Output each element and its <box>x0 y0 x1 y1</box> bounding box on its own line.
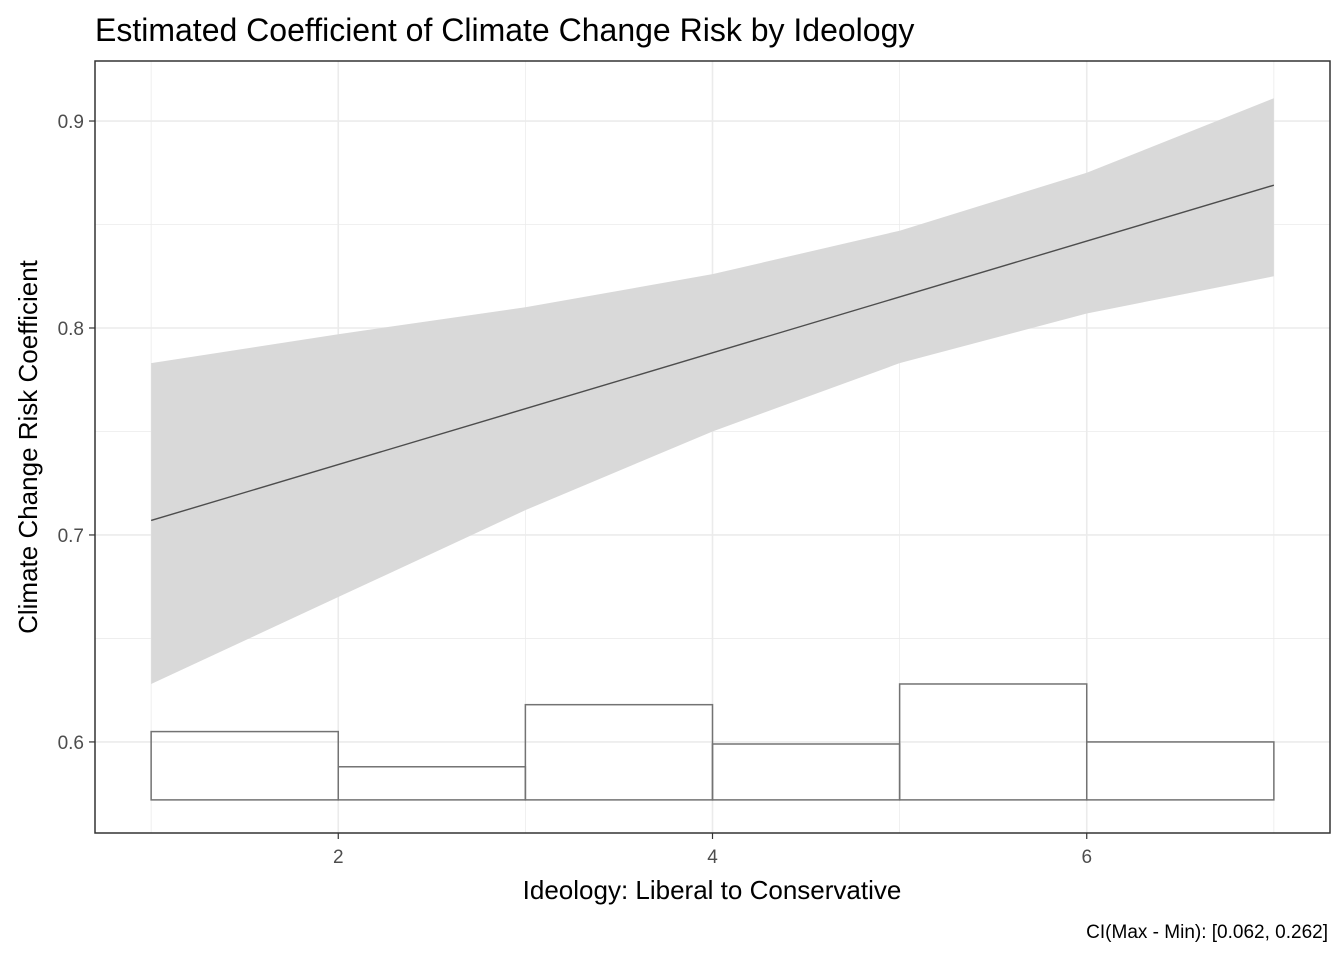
x-tick-label: 4 <box>707 847 718 868</box>
x-axis-ticks: 2 4 6 <box>333 833 1092 868</box>
x-axis-title: Ideology: Liberal to Conservative <box>523 875 902 905</box>
x-tick-label: 2 <box>333 847 344 868</box>
histogram-bar <box>150 730 340 801</box>
histogram-bar <box>711 743 901 801</box>
coefficient-line <box>150 184 1275 522</box>
y-tick-label: 0.6 <box>58 733 84 754</box>
chart-title: Estimated Coefficient of Climate Change … <box>95 12 914 48</box>
histogram-bar <box>1085 741 1275 801</box>
histogram-bar <box>524 703 714 801</box>
x-tick-label: 6 <box>1081 847 1092 868</box>
ci-ribbon <box>151 98 1274 684</box>
coefficient-line-path <box>150 184 1275 522</box>
histogram-bar <box>337 766 527 801</box>
y-axis-title: Climate Change Risk Coefficient <box>13 259 43 634</box>
histogram <box>150 683 1275 801</box>
y-tick-label: 0.9 <box>58 112 84 133</box>
y-tick-label: 0.8 <box>58 319 84 340</box>
chart-caption: CI(Max - Min): [0.062, 0.262] <box>1086 922 1328 943</box>
y-axis-ticks: 0.6 0.7 0.8 0.9 <box>58 112 95 754</box>
y-tick-label: 0.7 <box>58 526 84 547</box>
confidence-ribbon <box>151 98 1274 684</box>
